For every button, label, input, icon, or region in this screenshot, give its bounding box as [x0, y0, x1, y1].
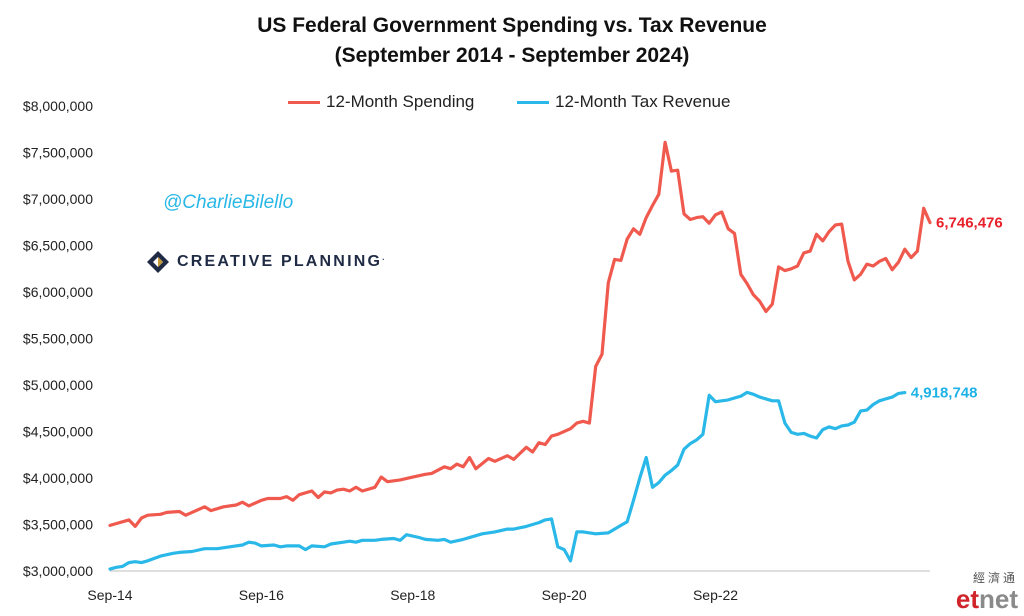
- creative-planning-wordmark: CREATIVE PLANNING.: [177, 253, 387, 270]
- y-tick-label: $6,500,000: [23, 238, 93, 254]
- x-tick-label: Sep-14: [87, 587, 132, 603]
- legend-label-revenue: 12-Month Tax Revenue: [555, 92, 731, 111]
- series-line-spending: [108, 140, 932, 528]
- creative-planning-logo: CREATIVE PLANNING.: [146, 250, 387, 274]
- chart-title-line2: (September 2014 - September 2024): [334, 44, 690, 67]
- etnet-watermark: 經濟通 etnet: [956, 569, 1018, 612]
- y-tick-label: $6,000,000: [23, 284, 93, 300]
- x-axis: Sep-14 Sep-16 Sep-18 Sep-20 Sep-22: [87, 570, 930, 603]
- x-tick-label: Sep-18: [390, 587, 435, 603]
- x-tick-label: Sep-20: [542, 587, 587, 603]
- etnet-logo-text: etnet: [955, 584, 1018, 614]
- chart-legend: 12-Month Spending 12-Month Tax Revenue: [0, 92, 1024, 118]
- y-axis: $3,000,000 $3,500,000 $4,000,000 $4,500,000…: [23, 98, 93, 579]
- legend-item-revenue: 12-Month Tax Revenue: [517, 92, 730, 112]
- etnet-chinese-text: 經濟通: [972, 571, 1018, 585]
- legend-swatch-revenue: [517, 100, 549, 104]
- y-tick-label: $8,000,000: [23, 98, 93, 114]
- author-handle: @CharlieBilello: [163, 192, 294, 213]
- y-tick-label: $3,500,000: [23, 517, 93, 533]
- y-tick-label: $4,500,000: [23, 424, 93, 440]
- x-tick-label: Sep-16: [239, 587, 284, 603]
- y-tick-label: $3,000,000: [23, 563, 93, 579]
- legend-swatch-spending: [288, 100, 320, 104]
- y-tick-label: $5,500,000: [23, 331, 93, 347]
- y-tick-label: $7,000,000: [23, 191, 93, 207]
- end-label-revenue: 4,918,748: [911, 385, 978, 402]
- x-tick-label: Sep-22: [693, 587, 738, 603]
- series-lines: [108, 140, 932, 571]
- end-labels: 6,746,476 4,918,748: [911, 215, 1003, 402]
- chart-title-line1: US Federal Government Spending vs. Tax R…: [257, 14, 767, 37]
- y-tick-label: $4,000,000: [23, 470, 93, 486]
- y-tick-label: $5,000,000: [23, 377, 93, 393]
- creative-planning-mark-icon: [147, 251, 169, 273]
- end-label-spending: 6,746,476: [936, 215, 1003, 232]
- legend-item-spending: 12-Month Spending: [288, 92, 474, 112]
- legend-label-spending: 12-Month Spending: [326, 92, 475, 111]
- y-tick-label: $7,500,000: [23, 145, 93, 161]
- series-line-revenue: [108, 390, 907, 571]
